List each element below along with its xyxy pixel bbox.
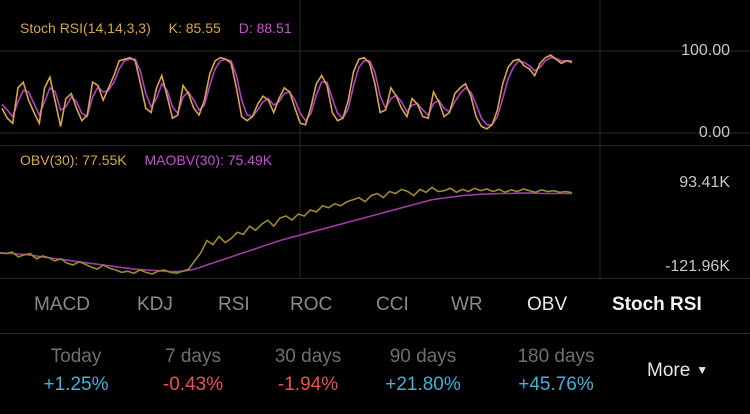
tab-cci[interactable]: CCI [376,294,409,315]
period-label: 7 days [165,346,221,367]
indicator-tabs: MACD KDJ RSI ROC CCI WR OBV Stoch RSI [0,279,750,333]
maobv-line [0,192,572,273]
obv-chart: OBV(30): 77.55K MAOBV(30): 75.49K 93.41K… [0,146,750,278]
stoch-axis-bottom: 0.00 [698,124,730,141]
obv-value: OBV(30): 77.55K [20,152,127,168]
stoch-d-value: D: 88.51 [238,20,292,36]
period-30-days[interactable]: 30 days -1.94% [253,346,363,396]
period-today[interactable]: Today +1.25% [21,346,131,396]
stoch-legend: Stoch RSI(14,14,3,3) K: 85.55 D: 88.51 [20,20,306,36]
period-7-days[interactable]: 7 days -0.43% [138,346,248,396]
more-button[interactable]: More ▼ [647,360,708,382]
period-label: 90 days [389,346,457,367]
period-performance: Today +1.25% 7 days -0.43% 30 days -1.94… [0,334,750,414]
period-label: 180 days [517,346,595,367]
period-value: +21.80% [385,374,461,395]
period-90-days[interactable]: 90 days +21.80% [368,346,478,396]
stoch-rsi-chart: Stoch RSI(14,14,3,3) K: 85.55 D: 88.51 1… [0,0,750,146]
obv-line [0,186,573,275]
stoch-k-line [1,54,573,130]
tab-roc[interactable]: ROC [290,294,333,315]
tab-macd[interactable]: MACD [34,294,90,315]
period-value: -1.94% [277,374,339,395]
caret-down-icon: ▼ [696,363,709,377]
divider [0,333,750,334]
obv-axis-top: 93.41K [679,174,730,191]
stoch-rsi-plot [0,0,750,146]
stoch-title: Stoch RSI(14,14,3,3) [20,20,151,36]
tab-rsi[interactable]: RSI [218,294,250,315]
stoch-d-line [1,56,572,126]
obv-plot [0,146,601,278]
period-label: Today [50,346,102,367]
obv-legend: OBV(30): 77.55K MAOBV(30): 75.49K [20,152,286,168]
tab-obv[interactable]: OBV [527,294,568,315]
period-value: +45.76% [518,374,594,395]
more-label: More [647,360,691,381]
tab-wr[interactable]: WR [451,294,483,315]
tab-stoch-rsi[interactable]: Stoch RSI [612,294,702,315]
period-180-days[interactable]: 180 days +45.76% [501,346,611,396]
obv-axis-bottom: -121.96K [665,258,730,275]
period-value: -0.43% [162,374,224,395]
period-value: +1.25% [43,374,109,395]
maobv-value: MAOBV(30): 75.49K [144,152,273,168]
stoch-k-value: K: 85.55 [168,20,221,36]
stoch-axis-top: 100.00 [681,42,730,59]
divider [0,145,750,146]
period-label: 30 days [274,346,342,367]
tab-kdj[interactable]: KDJ [137,294,173,315]
divider [0,278,750,279]
